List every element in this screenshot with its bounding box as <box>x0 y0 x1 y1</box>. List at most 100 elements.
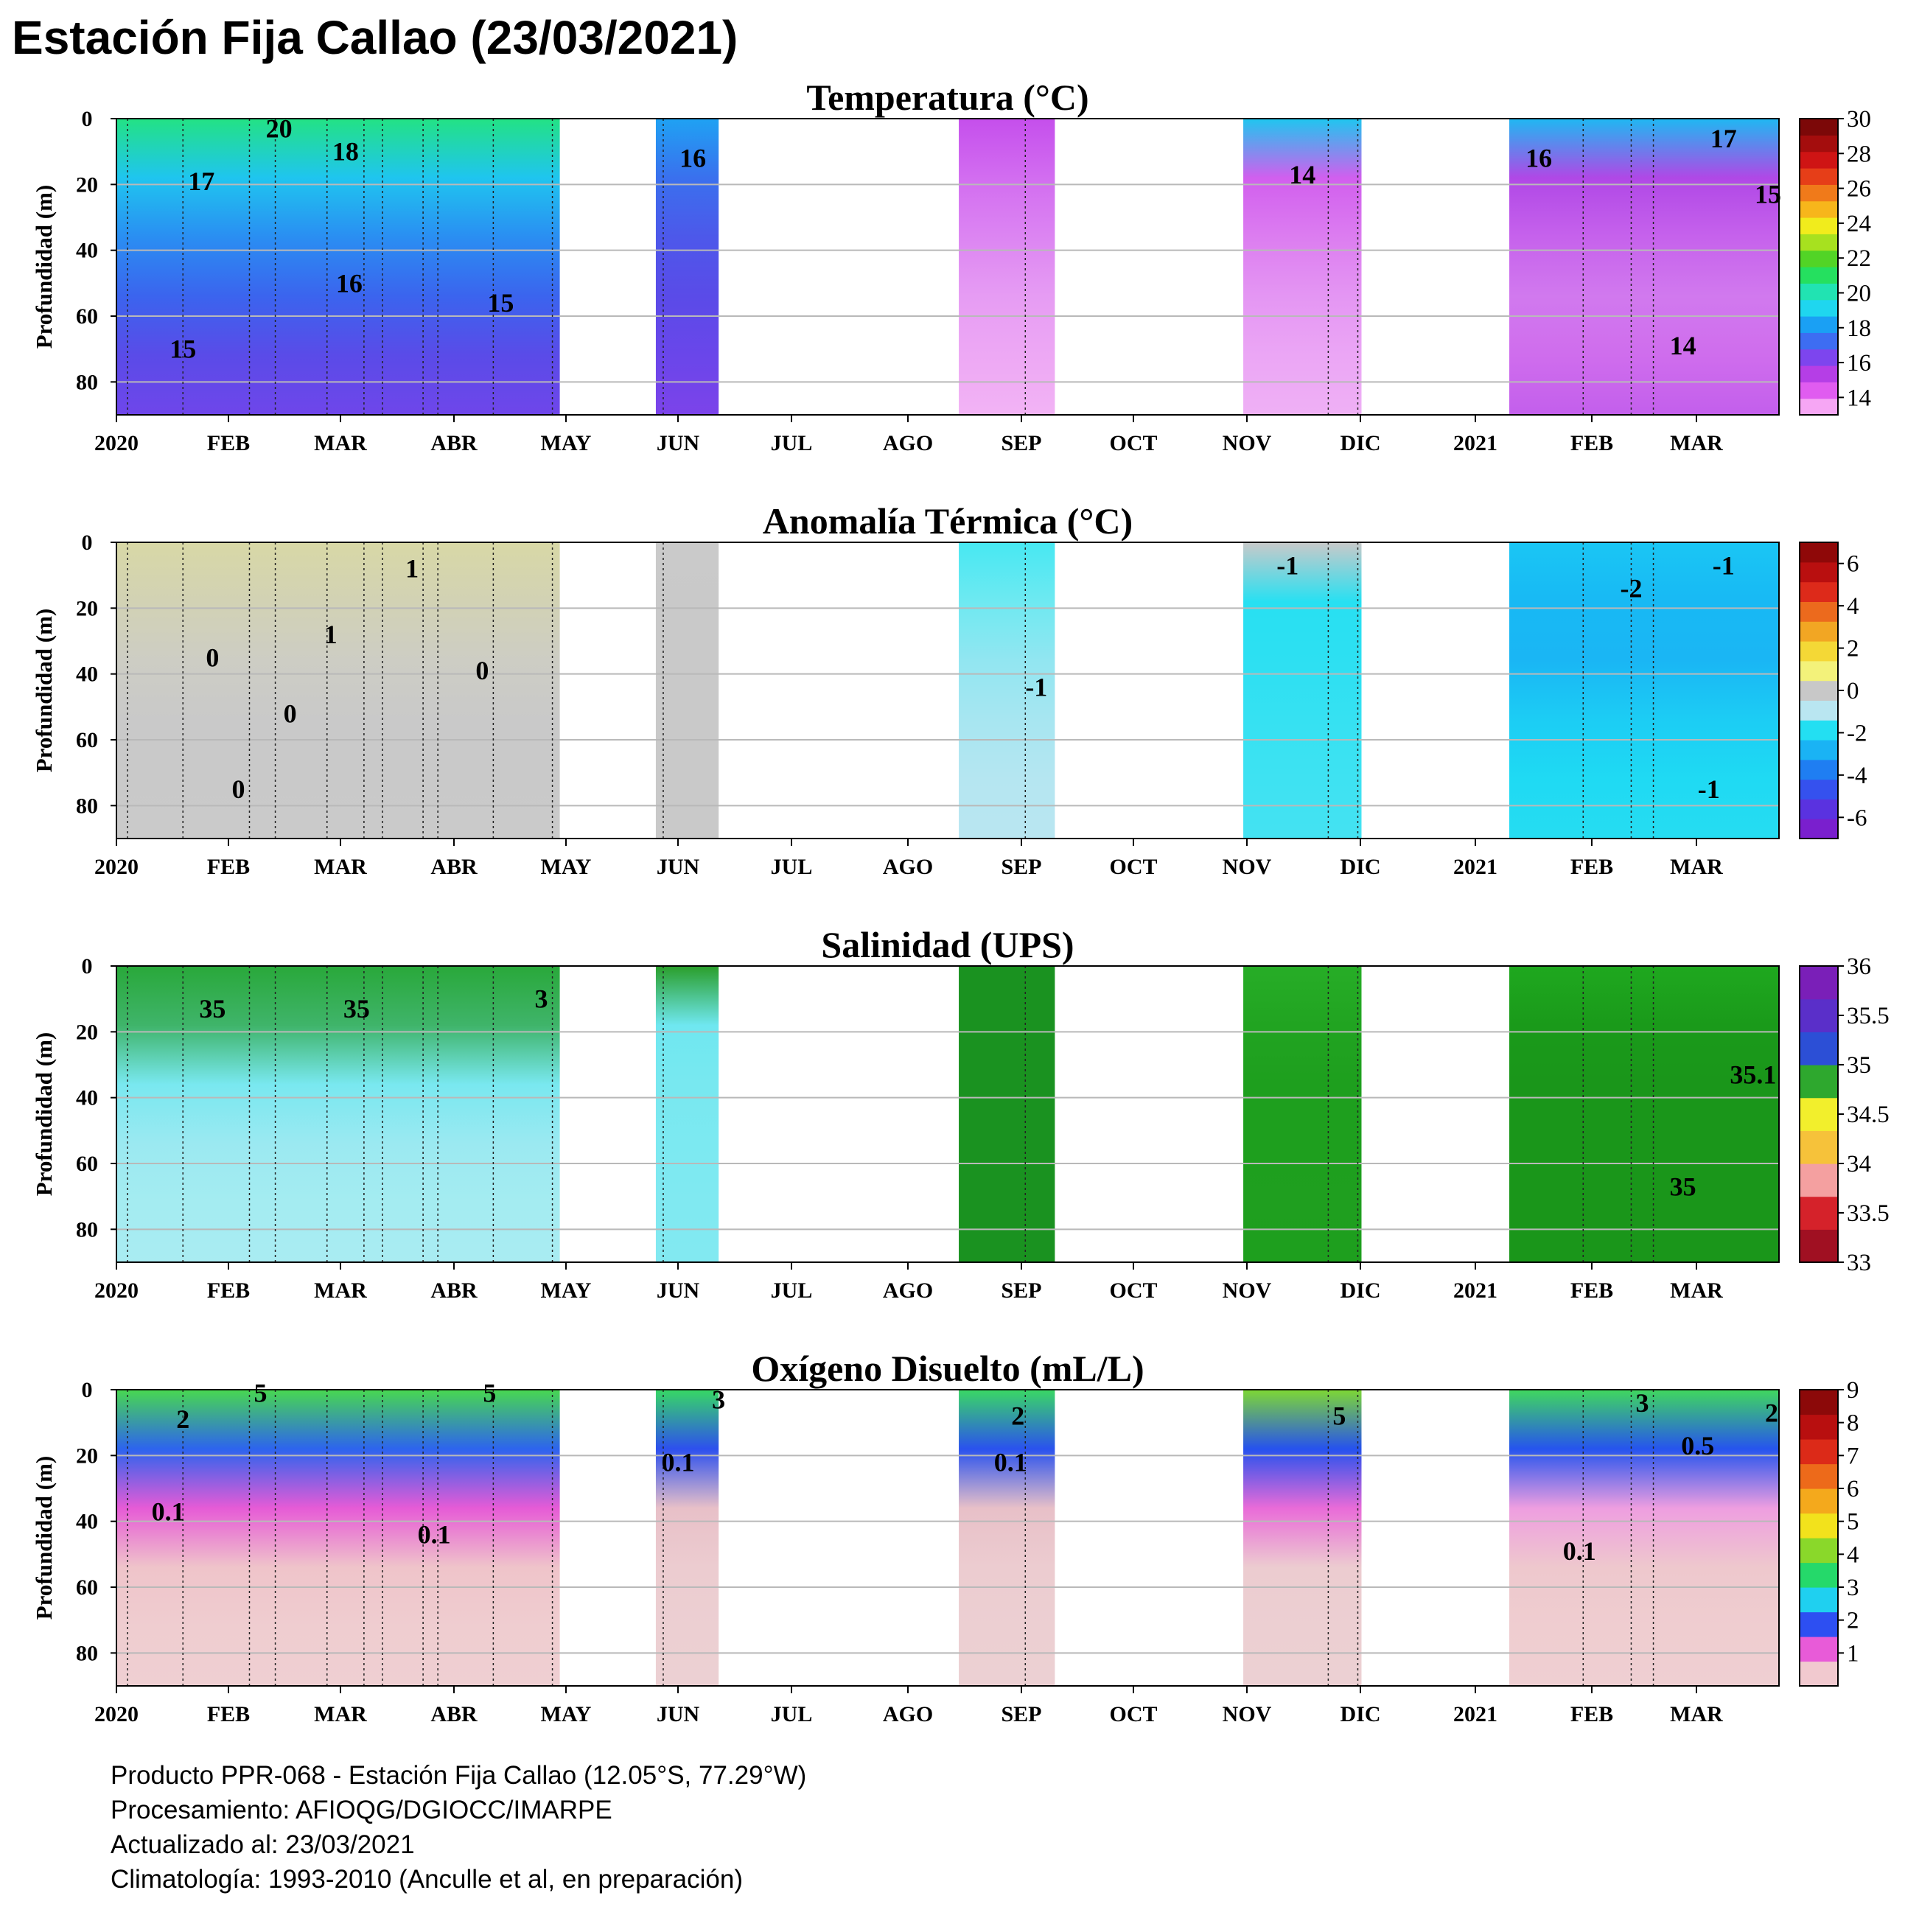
x-tick-label: DIC <box>1340 855 1380 879</box>
y-axis-label: Profundidad (m) <box>31 609 57 773</box>
colorbar-cell <box>1800 283 1838 301</box>
sampling-segment <box>116 1390 560 1686</box>
colorbar-cell <box>1800 1032 1838 1065</box>
footer-climatology: Climatología: 1993-2010 (Anculle et al, … <box>111 1865 744 1894</box>
colorbar-tick-label: 30 <box>1847 106 1871 133</box>
colorbar-cell <box>1800 581 1838 602</box>
x-tick-label: AGO <box>883 431 933 455</box>
x-tick-label: MAY <box>541 1702 592 1726</box>
colorbar-cell <box>1800 700 1838 721</box>
x-tick-label: FEB <box>207 1278 250 1303</box>
colorbar-tick-label: 18 <box>1847 315 1871 342</box>
contour-label: 0 <box>284 699 297 728</box>
panel-title: Salinidad (UPS) <box>821 924 1074 965</box>
contour-label: 18 <box>332 137 359 167</box>
colorbar-tick-label: 2 <box>1847 636 1859 662</box>
contour-label: 35.1 <box>1730 1060 1776 1089</box>
y-tick-label: 80 <box>76 794 98 818</box>
colorbar-cell <box>1800 184 1838 202</box>
x-tick-label: JUL <box>771 855 813 879</box>
footer-updated: Actualizado al: 23/03/2021 <box>111 1830 415 1859</box>
x-tick-label: NOV <box>1223 855 1272 879</box>
panel-4: Oxígeno Disuelto (mL/L) 5 5 2 0.1 0.1 3 0.1 2 0.1… <box>31 1348 1859 1726</box>
x-tick-label: JUN <box>657 431 700 455</box>
x-tick-label: SEP <box>1001 1702 1041 1726</box>
x-tick-label: AGO <box>883 1278 933 1303</box>
x-tick-label: SEP <box>1001 431 1041 455</box>
panel-2: Anomalía Térmica (°C)110000-1-1-2-1-1020… <box>31 500 1867 879</box>
y-axis-label: Profundidad (m) <box>31 1456 57 1620</box>
plot-frame <box>116 1389 1780 1687</box>
x-tick-label: DIC <box>1340 431 1380 455</box>
colorbar-tick-label: 16 <box>1847 350 1871 377</box>
contour-label: 16 <box>336 268 363 298</box>
x-tick-label: FEB <box>1570 431 1613 455</box>
contour-label: 3 <box>712 1385 725 1414</box>
colorbar-cell <box>1800 561 1838 583</box>
colorbar-cell <box>1800 1513 1838 1539</box>
colorbar-cell <box>1800 250 1838 267</box>
sampling-segment <box>655 1390 719 1686</box>
sampling-segment <box>1243 1390 1362 1686</box>
contour-label: -1 <box>1698 774 1720 804</box>
x-tick-label: ABR <box>430 431 478 455</box>
sampling-segment <box>959 542 1055 839</box>
colorbar-tick-label: 33 <box>1847 1250 1871 1276</box>
y-tick-label: 0 <box>82 954 93 979</box>
y-tick-label: 0 <box>82 531 93 555</box>
contour-label: 35 <box>1670 1172 1696 1201</box>
colorbar-tick-label: 14 <box>1847 385 1871 411</box>
colorbar-cell <box>1800 966 1838 1000</box>
x-tick-label: NOV <box>1223 1278 1272 1303</box>
x-tick-label: FEB <box>1570 1278 1613 1303</box>
colorbar-cell <box>1800 799 1838 819</box>
sampling-segment <box>1243 542 1362 839</box>
contour-label: -1 <box>1713 550 1735 580</box>
contour-label: 15 <box>169 335 196 364</box>
sampling-segment <box>655 542 719 839</box>
contour-label: 17 <box>188 167 214 196</box>
x-tick-label: FEB <box>1570 1702 1613 1726</box>
y-tick-label: 80 <box>76 1641 98 1665</box>
colorbar-cell <box>1800 1439 1838 1465</box>
x-tick-label: NOV <box>1223 1702 1272 1726</box>
colorbar-tick-label: 28 <box>1847 141 1871 167</box>
colorbar-cell <box>1800 135 1838 153</box>
y-tick-label: 40 <box>76 1510 98 1534</box>
colorbar-cell <box>1800 168 1838 185</box>
colorbar-cell <box>1800 316 1838 333</box>
colorbar-cell <box>1800 542 1838 563</box>
sampling-segment <box>655 119 719 415</box>
x-tick-label: 2021 <box>1453 1702 1497 1726</box>
colorbar-cell <box>1800 1065 1838 1099</box>
y-tick-label: 60 <box>76 1152 98 1176</box>
colorbar-tick-label: 35.5 <box>1847 1003 1890 1029</box>
y-tick-label: 60 <box>76 728 98 752</box>
colorbar-cell <box>1800 234 1838 251</box>
colorbar-cell <box>1800 1463 1838 1489</box>
contour-label: 15 <box>1755 180 1781 209</box>
x-tick-label: FEB <box>1570 855 1613 879</box>
colorbar-tick-label: 34.5 <box>1847 1102 1890 1128</box>
contour-label: -1 <box>1276 550 1298 580</box>
footer-processing: Procesamiento: AFIOQG/DGIOCC/IMARPE <box>111 1796 612 1824</box>
colorbar-cell <box>1800 1229 1838 1263</box>
contour-label: 0.1 <box>152 1497 185 1526</box>
x-tick-label: MAY <box>541 431 592 455</box>
colorbar-tick-label: 5 <box>1847 1509 1859 1536</box>
sampling-segment <box>1509 1390 1779 1686</box>
panel-title: Oxígeno Disuelto (mL/L) <box>751 1348 1144 1389</box>
colorbar-tick-label: 33.5 <box>1847 1200 1890 1227</box>
contour-label: 16 <box>679 144 706 173</box>
y-tick-label: 40 <box>76 239 98 263</box>
contour-label: 0.5 <box>1681 1431 1714 1460</box>
page-title: Estación Fija Callao (23/03/2021) <box>12 11 738 64</box>
x-tick-label: OCT <box>1109 431 1157 455</box>
contour-label: 2 <box>176 1404 189 1434</box>
colorbar-cell <box>1800 819 1838 839</box>
colorbar-tick-label: -6 <box>1847 805 1867 831</box>
x-tick-label: FEB <box>207 1702 250 1726</box>
colorbar-cell <box>1800 151 1838 169</box>
colorbar-cell <box>1800 779 1838 799</box>
sampling-segment <box>1243 966 1362 1262</box>
